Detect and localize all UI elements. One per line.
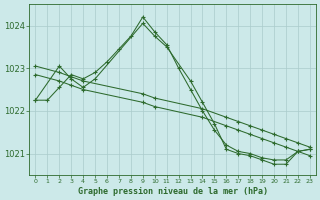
X-axis label: Graphe pression niveau de la mer (hPa): Graphe pression niveau de la mer (hPa) bbox=[78, 187, 268, 196]
